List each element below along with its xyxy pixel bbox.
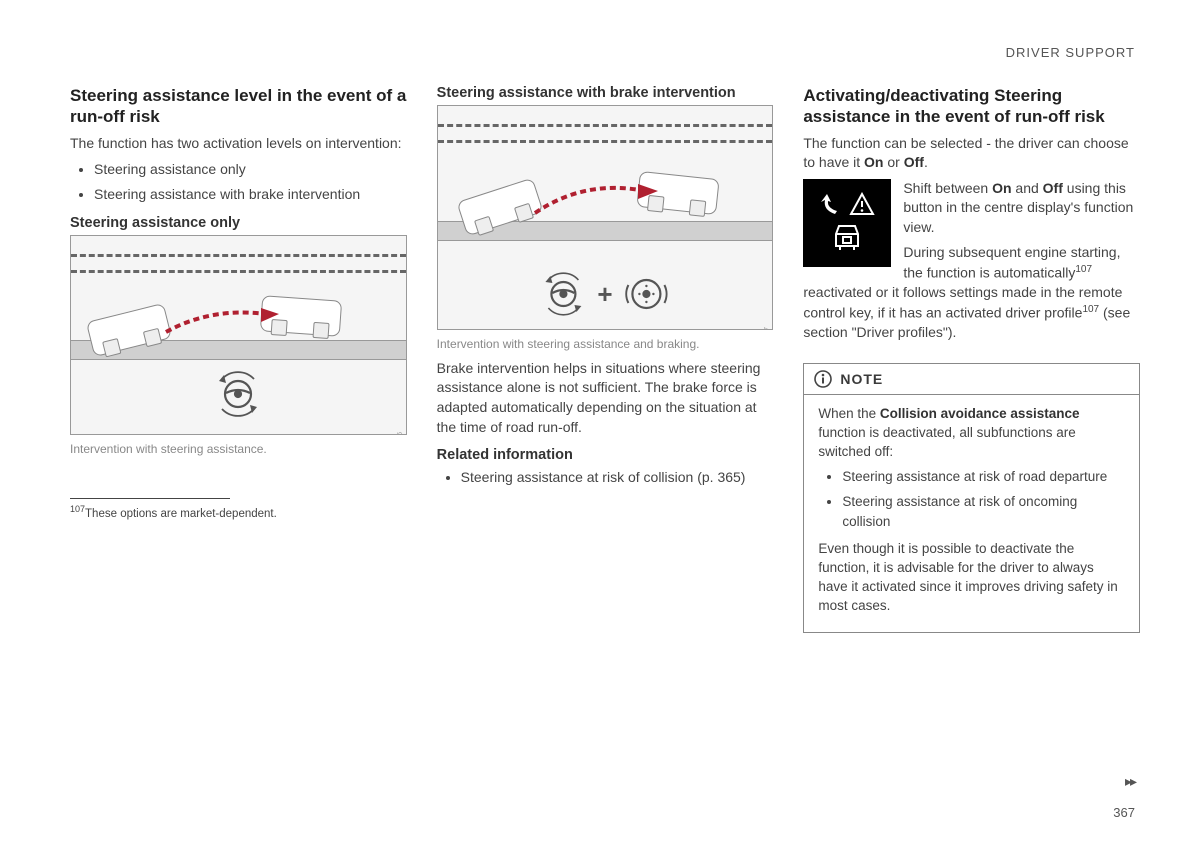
note-label: NOTE (840, 371, 883, 387)
section-header: DRIVER SUPPORT (1006, 45, 1135, 60)
figure-steering-only: G059656 (70, 235, 407, 435)
list-item: Steering assistance at risk of oncoming … (842, 492, 1125, 533)
figure-ref: G059657 (763, 327, 770, 330)
note-header: NOTE (804, 364, 1139, 395)
list-item: Steering assistance at risk of road depa… (842, 467, 1125, 487)
continuation-arrows-icon: ▸▸ (1125, 773, 1135, 790)
note-p2: Even though it is possible to deactivate… (818, 540, 1125, 616)
col1-sub1: Steering assistance only (70, 215, 407, 231)
figure-caption: Intervention with steering assistance an… (437, 336, 774, 353)
col3-title: Activating/deactivating Steering assista… (803, 85, 1140, 128)
footnote-number: 107 (70, 504, 85, 514)
column-1: Steering assistance level in the event o… (70, 85, 407, 633)
col1-bullets: Steering assistance only Steering assist… (70, 159, 407, 205)
related-info-list: Steering assistance at risk of collision… (437, 467, 774, 488)
figure-steering-brake: + G059657 (437, 105, 774, 330)
list-item: Steering assistance at risk of collision… (461, 467, 774, 488)
figure-ref: G059656 (397, 432, 404, 435)
related-info-title: Related information (437, 447, 774, 463)
col3-intro: The function can be selected - the drive… (803, 134, 1140, 173)
note-body: When the Collision avoidance assistance … (804, 395, 1139, 632)
footnote-rule (70, 498, 230, 499)
col2-para: Brake intervention helps in situations w… (437, 359, 774, 437)
plus-icon: + (597, 279, 612, 310)
steering-plus-brake-icon: + (539, 271, 670, 317)
info-icon (814, 370, 832, 388)
list-item: Steering assistance with brake intervent… (94, 184, 407, 205)
steering-wheel-icon (539, 271, 587, 317)
steering-wheel-icon (212, 371, 264, 422)
col2-sub: Steering assistance with brake intervent… (437, 85, 774, 101)
brake-disc-icon (623, 271, 671, 317)
page-number: 367 (1113, 805, 1135, 820)
list-item: Steering assistance only (94, 159, 407, 180)
footnote: 107These options are market-dependent. (70, 503, 407, 522)
column-3: Activating/deactivating Steering assista… (803, 85, 1140, 633)
footnote-text: These options are market-dependent. (85, 508, 277, 520)
note-box: NOTE When the Collision avoidance assist… (803, 363, 1140, 633)
figure-caption: Intervention with steering assistance. (70, 441, 407, 458)
note-p1: When the Collision avoidance assistance … (818, 405, 1125, 462)
column-2: Steering assistance with brake intervent… (437, 85, 774, 633)
function-button-icon (803, 179, 891, 267)
col1-title: Steering assistance level in the event o… (70, 85, 407, 128)
content-columns: Steering assistance level in the event o… (70, 85, 1140, 633)
col1-intro: The function has two activation levels o… (70, 134, 407, 154)
